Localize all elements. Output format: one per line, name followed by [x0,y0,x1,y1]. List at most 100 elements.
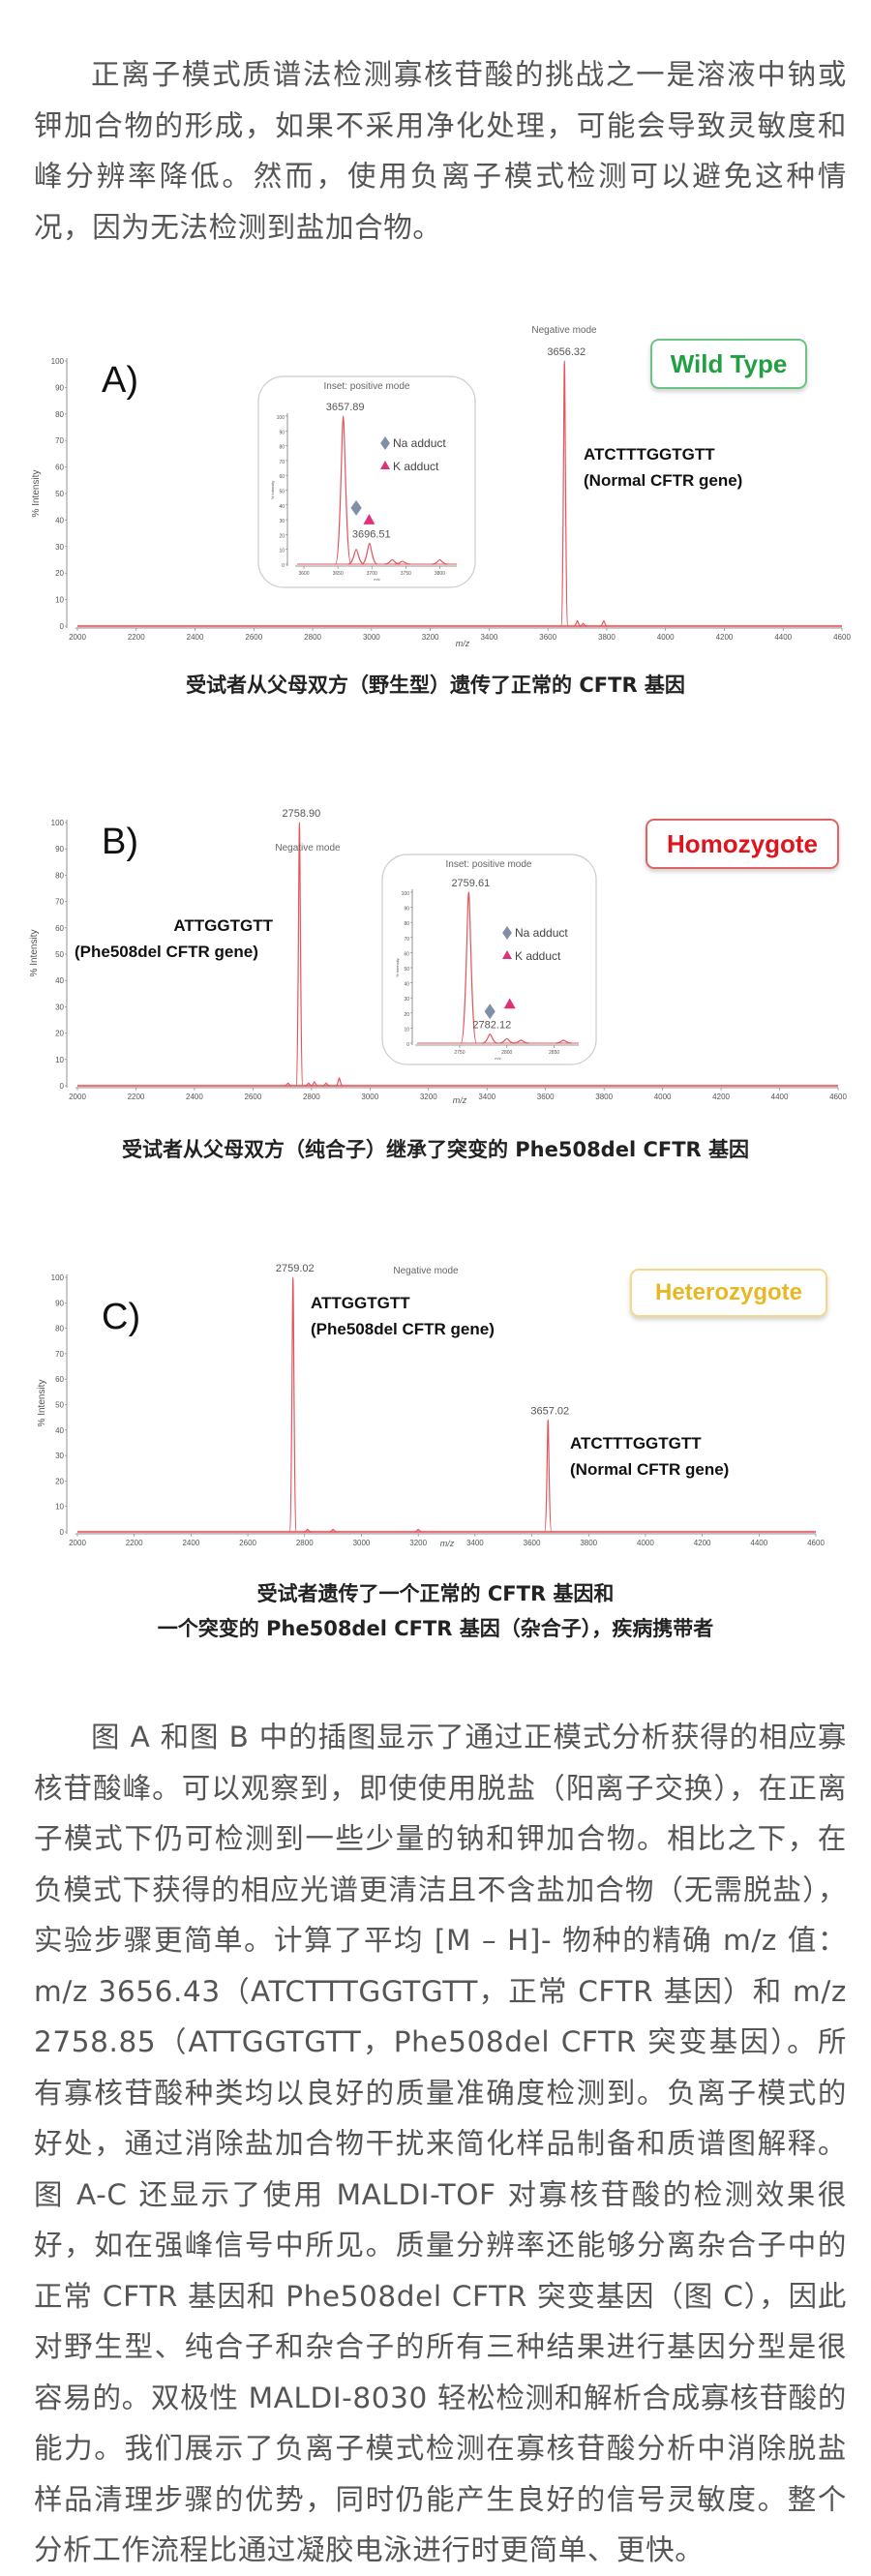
x-tick-label: 2000 [69,1539,86,1547]
spectrum-peak [600,619,608,627]
inset-y-tick-label: 100 [277,415,285,421]
x-tick-label: 3000 [353,1539,371,1547]
inset-x-tick-label: 3800 [435,571,445,577]
inset-spectrum-peak [460,891,477,1044]
legend-label: Na adduct [515,926,568,940]
inset-x-axis-label: m/z [374,577,379,582]
inset-spectrum-peak [513,1039,529,1044]
x-axis-label: m/z [440,1539,455,1548]
x-tick-label: 4600 [833,633,851,642]
negative-mode-label: Negative mode [275,843,341,854]
sequence-annotation: ATCTTTGGTGTT [570,1434,702,1453]
inset-y-tick-label: 0 [282,563,285,569]
inset-x-tick-label: 2750 [454,1050,465,1056]
inset-spectrum-peak [384,558,401,565]
peak-label: 2758.90 [283,808,321,820]
inset-x-tick-label: 3750 [401,571,411,577]
spectrum-peak [285,1082,292,1087]
k-adduct-legend-icon [380,461,390,469]
y-tick-label: 90 [55,1299,64,1307]
y-tick-label: 30 [55,1452,64,1460]
inset-spectrum-peak [335,415,352,565]
x-tick-label: 4400 [750,1539,767,1547]
x-tick-label: 2600 [239,1539,256,1547]
y-tick-label: 80 [55,410,64,419]
inset-y-tick-label: 90 [404,907,409,913]
peak-label: 3656.32 [547,346,586,358]
x-tick-label: 3800 [580,1539,597,1547]
x-tick-label: 3400 [480,633,497,642]
negative-mode-label: Negative mode [531,325,597,336]
y-tick-label: 30 [55,543,64,552]
x-tick-label: 2000 [69,633,86,642]
inset-spectrum-peak [556,1039,572,1044]
x-tick-label: 2400 [186,1093,203,1101]
x-tick-label: 2400 [182,1539,199,1547]
y-tick-label: 30 [55,1003,64,1011]
spectrum-peak [288,1276,297,1533]
inset-box [381,854,597,1065]
panel-label: B) [102,822,138,862]
inset-y-tick-label: 30 [404,997,409,1003]
inset-spectrum-peak [482,1033,498,1044]
spectrum-peak [580,622,587,627]
inset-y-tick-label: 60 [404,951,409,957]
y-tick-label: 70 [55,436,64,445]
k-adduct-legend-icon [502,950,512,959]
legend-label: K adduct [515,949,561,963]
inset-peak-label: 3657.89 [326,402,365,413]
x-tick-label: 2800 [304,633,321,642]
inset-x-tick-label: 2850 [549,1050,559,1056]
figure-c-caption-line-2: 一个突变的 Phe508del CFTR 基因（杂合子），疾病携带者 [157,1617,714,1640]
inset-y-tick-label: 10 [404,1027,409,1033]
inset-y-axis-label: % Intensity [395,958,400,977]
sequence-annotation: ATCTTTGGTGTT [584,445,715,464]
inset-x-tick-label: 3600 [298,571,309,577]
x-tick-label: 4200 [694,1539,711,1547]
inset-spectrum-peak [394,560,410,565]
x-tick-label: 4600 [829,1093,847,1101]
sequence-annotation: (Phe508del CFTR gene) [75,943,258,961]
spectrum-peak [560,360,569,627]
figure-a-caption: 受试者从父母双方（野生型）遗传了正常的 CFTR 基因 [186,674,685,697]
inset-x-tick-label: 3700 [367,571,377,577]
x-tick-label: 3800 [598,633,616,642]
inset-y-tick-label: 60 [279,474,285,480]
y-tick-label: 20 [55,569,64,578]
y-tick-label: 90 [55,845,64,854]
legend-label: K adduct [393,460,439,473]
x-tick-label: 3400 [478,1093,496,1101]
y-tick-label: 50 [55,1401,64,1410]
x-tick-label: 2600 [245,633,262,642]
inset-x-tick-label: 3650 [333,571,344,577]
peak-label: 2759.02 [276,1263,315,1274]
inset-y-tick-label: 50 [404,967,409,973]
inset-y-tick-label: 40 [279,504,285,510]
heterozygote-badge: Heterozygote [630,1269,827,1317]
na-adduct-marker-icon [484,1003,496,1020]
y-tick-label: 50 [55,950,64,959]
homozygote-badge: Homozygote [646,819,839,869]
x-tick-label: 4000 [637,1539,654,1547]
y-tick-label: 20 [55,1030,64,1038]
inset-y-tick-label: 70 [404,937,409,943]
x-tick-label: 2200 [128,1093,145,1101]
spectrum-peak [322,1082,330,1087]
y-tick-label: 90 [55,383,64,392]
y-tick-label: 70 [55,898,64,907]
y-tick-label: 10 [55,1503,64,1512]
na-adduct-marker-icon [350,499,362,516]
y-tick-label: 40 [55,1426,64,1435]
x-tick-label: 2600 [244,1093,261,1101]
inset-y-tick-label: 50 [279,490,285,495]
inset-y-tick-label: 90 [279,430,285,435]
inset-box [257,375,476,588]
y-tick-label: 100 [51,819,65,827]
x-tick-label: 4400 [771,1093,789,1101]
panel-label: A) [102,360,138,401]
sequence-annotation: (Normal CFTR gene) [570,1460,729,1479]
x-tick-label: 2800 [296,1539,314,1547]
figure-c-caption-line-1: 受试者遗传了一个正常的 CFTR 基因和 [256,1582,615,1605]
inset-title: Inset: positive mode [324,381,410,392]
x-tick-label: 4200 [712,1093,730,1101]
